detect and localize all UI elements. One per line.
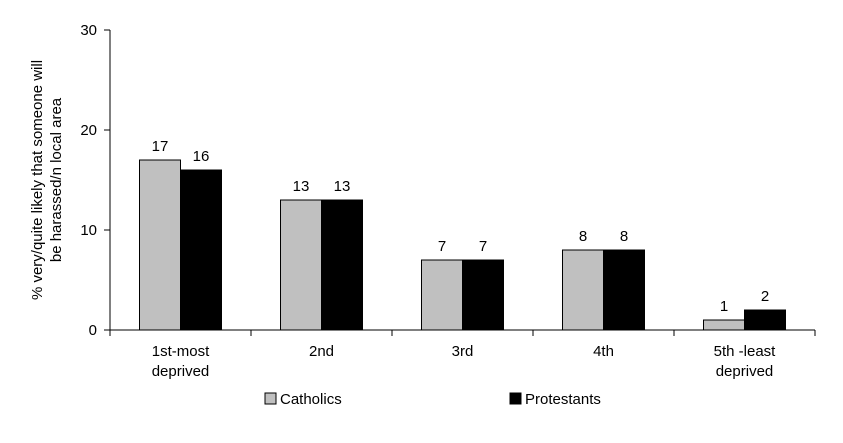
bar-protestants-1	[321, 199, 363, 331]
data-label-catholics-0: 17	[152, 138, 169, 155]
bar-protestants-0	[180, 169, 222, 331]
legend-label-protestants: Protestants	[525, 391, 601, 408]
y-tick-label: 20	[80, 122, 97, 139]
bar-catholics-4	[703, 319, 745, 331]
data-label-catholics-1: 13	[293, 178, 310, 195]
bar-protestants-4	[744, 309, 786, 331]
x-category-label: 5th -least	[714, 343, 777, 360]
data-label-protestants-0: 16	[193, 148, 210, 165]
y-tick-label: 10	[80, 222, 97, 239]
bar-protestants-3	[603, 249, 645, 331]
data-label-protestants-4: 2	[761, 288, 769, 305]
data-label-protestants-2: 7	[479, 238, 487, 255]
y-axis-title: % very/quite likely that someone will	[29, 60, 46, 300]
bar-protestants-2	[462, 259, 504, 331]
y-tick-label: 30	[80, 22, 97, 39]
x-category-label: deprived	[152, 363, 210, 380]
data-label-protestants-3: 8	[620, 228, 628, 245]
y-axis-title: be harassed/n local area	[48, 97, 65, 262]
bar-catholics-1	[280, 199, 322, 331]
legend-swatch-catholics	[264, 392, 277, 405]
bar-catholics-3	[562, 249, 604, 331]
data-label-protestants-1: 13	[334, 178, 351, 195]
data-label-catholics-2: 7	[438, 238, 446, 255]
x-category-label: 4th	[593, 343, 614, 360]
legend-label-catholics: Catholics	[280, 391, 342, 408]
bar-catholics-0	[139, 159, 181, 331]
bar-catholics-2	[421, 259, 463, 331]
data-label-catholics-4: 1	[720, 298, 728, 315]
legend-swatch-protestants	[509, 392, 522, 405]
x-category-label: 3rd	[452, 343, 474, 360]
x-category-label: 2nd	[309, 343, 334, 360]
x-category-label: deprived	[716, 363, 774, 380]
data-label-catholics-3: 8	[579, 228, 587, 245]
y-tick-label: 0	[89, 322, 97, 339]
x-category-label: 1st-most	[152, 343, 210, 360]
